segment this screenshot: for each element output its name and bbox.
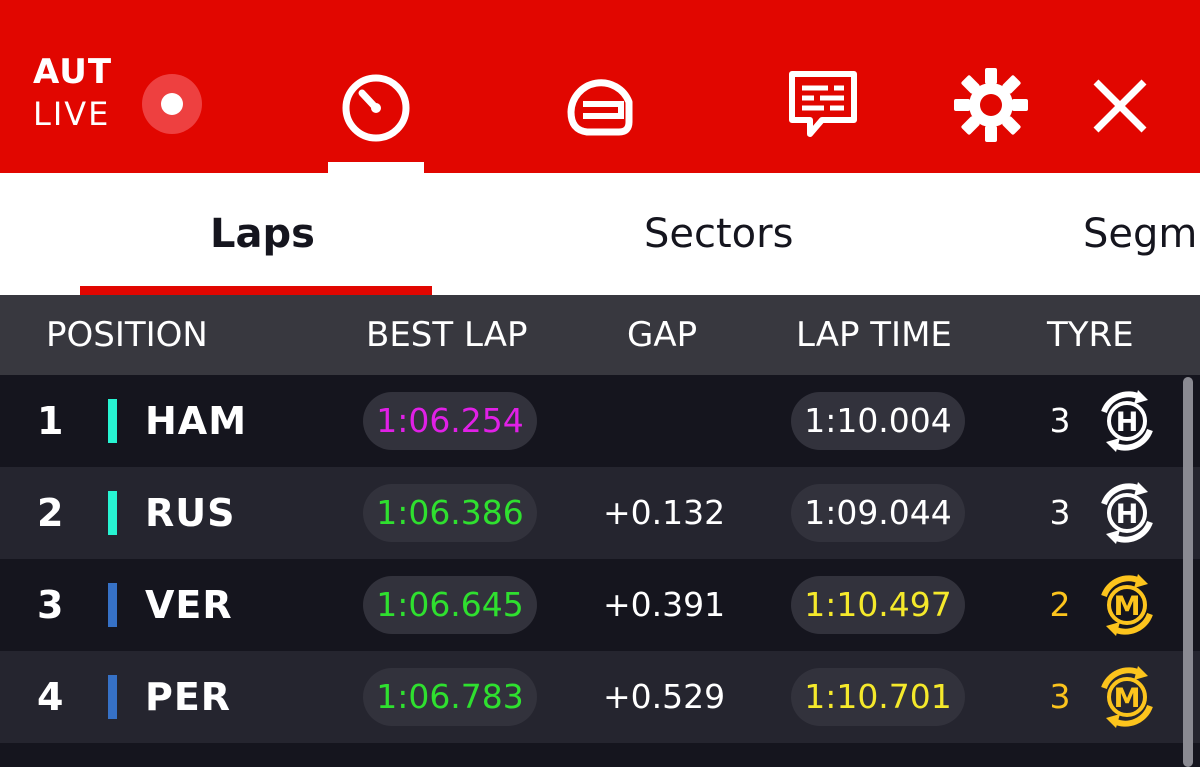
best-lap-time: 1:06.783 xyxy=(363,668,537,726)
svg-text:H: H xyxy=(1116,407,1139,438)
team-color-bar xyxy=(108,491,117,535)
table-row[interactable]: 4 PER 1:06.783 +0.529 1:10.701 3 M xyxy=(0,651,1200,743)
tyre-compound-icon: H xyxy=(1094,480,1160,546)
top-bar: AUT LIVE xyxy=(0,0,1200,173)
best-lap-time: 1:06.645 xyxy=(363,576,537,634)
tab-segments[interactable]: Segm xyxy=(1083,211,1198,257)
column-header: POSITION BEST LAP GAP LAP TIME TYRE xyxy=(0,295,1200,375)
driver-code: HAM xyxy=(145,399,248,443)
col-position: POSITION xyxy=(46,315,208,355)
row-position: 2 xyxy=(37,491,64,535)
lap-time: 1:10.004 xyxy=(791,392,965,450)
svg-text:H: H xyxy=(1116,499,1139,530)
tyre-laps: 2 xyxy=(1049,585,1071,624)
gap-value: +0.132 xyxy=(602,493,726,532)
team-color-bar xyxy=(108,399,117,443)
table-row[interactable]: 2 RUS 1:06.386 +0.132 1:09.044 3 H xyxy=(0,467,1200,559)
helmet-icon[interactable] xyxy=(561,66,639,144)
row-position: 4 xyxy=(37,675,64,719)
tyre-compound-icon: M xyxy=(1094,664,1160,730)
team-color-bar xyxy=(108,675,117,719)
gap-value: +0.391 xyxy=(602,585,726,624)
best-lap-time: 1:06.386 xyxy=(363,484,537,542)
tab-bar: Laps Sectors Segm xyxy=(0,173,1200,295)
gap-value: +0.529 xyxy=(602,677,726,716)
driver-code: VER xyxy=(145,583,233,627)
driver-code: PER xyxy=(145,675,232,719)
nav-active-indicator xyxy=(328,162,424,173)
row-position: 3 xyxy=(37,583,64,627)
tyre-compound-icon: H xyxy=(1094,388,1160,454)
stopwatch-icon[interactable] xyxy=(337,66,415,144)
col-best-lap: BEST LAP xyxy=(366,315,528,355)
tyre-laps: 3 xyxy=(1049,493,1071,532)
gear-icon[interactable] xyxy=(952,66,1030,144)
live-indicator-icon xyxy=(142,74,202,134)
tab-laps[interactable]: Laps xyxy=(210,211,315,257)
svg-text:M: M xyxy=(1114,591,1141,622)
tab-sectors[interactable]: Sectors xyxy=(644,211,794,257)
tyre-compound-icon: M xyxy=(1094,572,1160,638)
col-gap: GAP xyxy=(627,315,698,355)
lap-time: 1:10.497 xyxy=(791,576,965,634)
tab-active-indicator xyxy=(80,286,432,295)
tyre-laps: 3 xyxy=(1049,677,1071,716)
row-position: 1 xyxy=(37,399,64,443)
driver-code: RUS xyxy=(145,491,236,535)
session-indicator: AUT LIVE xyxy=(33,52,112,134)
team-color-bar xyxy=(108,583,117,627)
best-lap-time: 1:06.254 xyxy=(363,392,537,450)
session-code: AUT xyxy=(33,52,113,92)
timing-table: 1 HAM 1:06.254 1:10.004 3 H 2 RUS 1:06.3… xyxy=(0,375,1200,743)
lap-time: 1:10.701 xyxy=(791,668,965,726)
lap-time: 1:09.044 xyxy=(791,484,965,542)
messages-icon[interactable] xyxy=(784,66,862,144)
table-row[interactable]: 1 HAM 1:06.254 1:10.004 3 H xyxy=(0,375,1200,467)
session-status: LIVE xyxy=(33,95,111,133)
col-lap-time: LAP TIME xyxy=(796,315,952,355)
col-tyre: TYRE xyxy=(1047,315,1134,355)
table-scrollbar[interactable] xyxy=(1183,377,1193,767)
svg-text:M: M xyxy=(1114,683,1141,714)
close-icon[interactable] xyxy=(1082,66,1160,144)
table-row[interactable]: 3 VER 1:06.645 +0.391 1:10.497 2 M xyxy=(0,559,1200,651)
tyre-laps: 3 xyxy=(1049,401,1071,440)
